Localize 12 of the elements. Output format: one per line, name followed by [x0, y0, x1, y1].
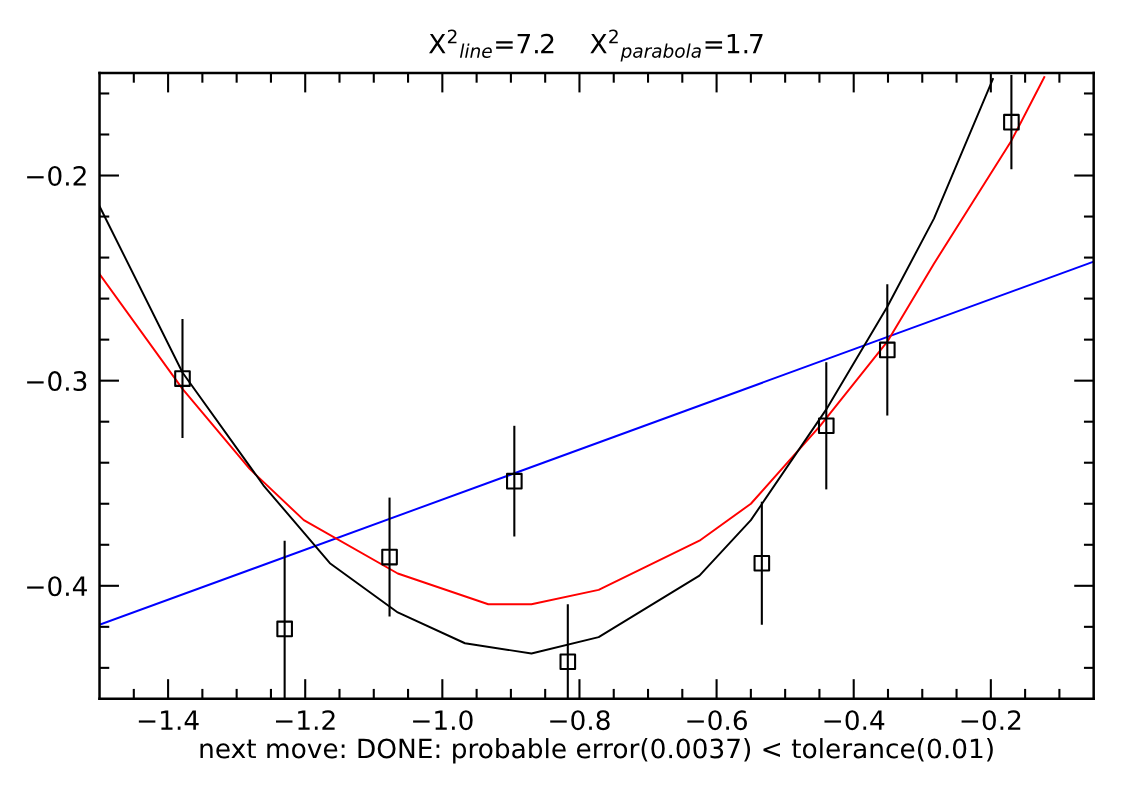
- x-tick-label: −1.0: [413, 710, 473, 731]
- y-tick-label: −0.4: [27, 576, 87, 597]
- y-tick-label: −0.2: [27, 165, 86, 186]
- x-tick-label: −0.8: [550, 710, 610, 731]
- x-tick-label: −1.4: [138, 710, 199, 730]
- x-axis-title: next move: DONE: probable error(0.0037) < tolerance(0.01): [200, 738, 993, 764]
- chart-title: X$^{2}$$_{line}$=7.2 X$^{2}$$_{parabola}$=1.7: [429, 29, 763, 62]
- y-tick-label: −0.3: [27, 371, 87, 392]
- x-tick-label: −0.6: [687, 710, 747, 731]
- x-tick-label: −0.2: [961, 710, 1021, 731]
- x-tick-label: −1.2: [275, 710, 335, 730]
- x-tick-label: −0.4: [824, 710, 885, 731]
